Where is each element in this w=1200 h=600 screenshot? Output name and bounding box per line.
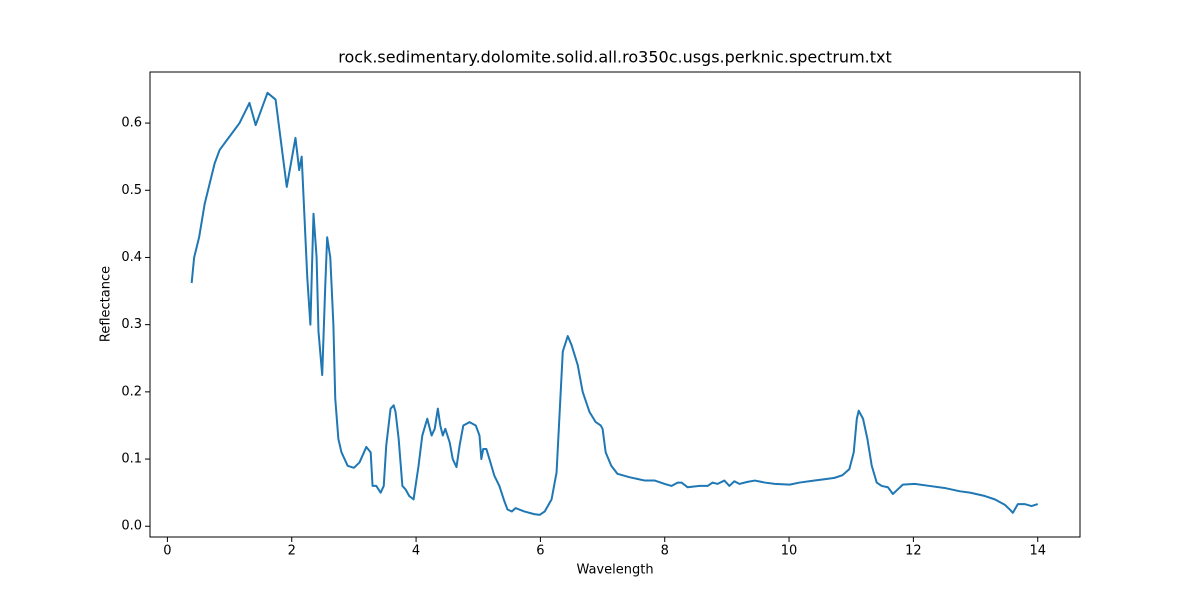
y-tick-label: 0.0 [121, 519, 142, 534]
x-tick-label: 10 [781, 544, 798, 559]
x-tick-label: 4 [412, 544, 420, 559]
x-tick-label: 12 [905, 544, 922, 559]
plot-frame [149, 71, 1081, 538]
x-tick-label: 8 [661, 544, 669, 559]
y-tick-label: 0.6 [121, 116, 142, 131]
x-tick-label: 2 [288, 544, 296, 559]
y-tick-label: 0.2 [121, 384, 142, 399]
x-axis-label: Wavelength [576, 563, 653, 578]
x-tick-label: 6 [536, 544, 544, 559]
x-tick-label: 14 [1029, 544, 1046, 559]
spectrum-line [190, 91, 1039, 516]
x-tick-label: 0 [163, 544, 171, 559]
y-tick-label: 0.5 [121, 183, 142, 198]
y-tick-label: 0.1 [121, 452, 142, 467]
y-tick-label: 0.3 [121, 317, 142, 332]
y-axis-label: Reflectance [99, 266, 114, 342]
chart-title: rock.sedimentary.dolomite.solid.all.ro35… [338, 48, 892, 67]
y-tick-label: 0.4 [121, 250, 142, 265]
